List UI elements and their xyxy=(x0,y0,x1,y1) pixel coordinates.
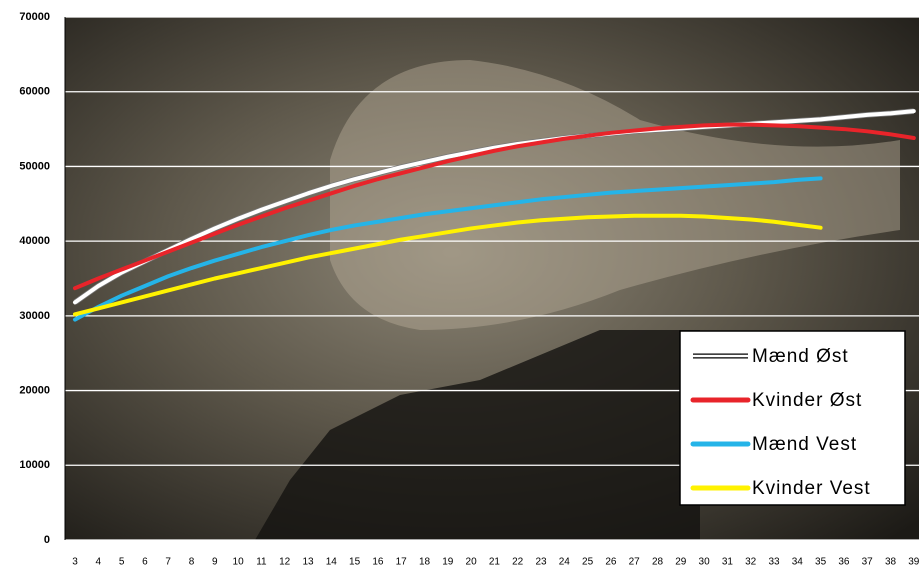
x-tick-label: 16 xyxy=(372,557,384,568)
x-tick-label: 5 xyxy=(119,557,125,568)
x-tick-label: 14 xyxy=(326,557,338,568)
background-shape xyxy=(255,330,700,540)
x-tick-label: 25 xyxy=(582,557,594,568)
x-tick-label: 36 xyxy=(838,557,850,568)
x-tick-label: 19 xyxy=(442,557,454,568)
legend-label: Mænd Vest xyxy=(752,434,857,455)
x-tick-label: 7 xyxy=(165,557,171,568)
x-tick-label: 38 xyxy=(885,557,897,568)
x-tick-label: 18 xyxy=(419,557,431,568)
x-tick-label: 39 xyxy=(908,557,919,568)
x-tick-label: 8 xyxy=(189,557,195,568)
x-tick-label: 30 xyxy=(699,557,711,568)
y-tick-label: 70000 xyxy=(19,11,50,23)
x-tick-label: 28 xyxy=(652,557,664,568)
x-tick-label: 35 xyxy=(815,557,827,568)
x-tick-label: 3 xyxy=(72,557,78,568)
x-tick-label: 11 xyxy=(256,557,267,568)
y-tick-label: 40000 xyxy=(19,235,50,247)
legend-label: Mænd Øst xyxy=(752,346,849,367)
x-tick-label: 37 xyxy=(862,557,874,568)
x-tick-label: 15 xyxy=(349,557,361,568)
x-tick-label: 29 xyxy=(675,557,687,568)
x-tick-label: 9 xyxy=(212,557,218,568)
line xyxy=(73,109,916,305)
y-tick-label: 10000 xyxy=(19,459,50,471)
x-tick-label: 27 xyxy=(629,557,641,568)
x-tick-label: 31 xyxy=(722,557,734,568)
legend-box xyxy=(679,330,906,506)
x-tick-label: 10 xyxy=(233,557,245,568)
y-tick-label: 30000 xyxy=(19,310,50,322)
line xyxy=(73,122,916,291)
x-tick-label: 20 xyxy=(466,557,478,568)
x-tick-label: 6 xyxy=(142,557,148,568)
x-tick-label: 13 xyxy=(302,557,314,568)
y-tick-label: 0 xyxy=(44,534,50,546)
x-tick-label: 23 xyxy=(535,557,547,568)
legend: Mænd Øst Kvinder Øst Mænd Vest Kvinder Vest xyxy=(679,330,906,506)
line xyxy=(73,176,823,322)
legend-label: Kvinder Øst xyxy=(752,390,862,411)
x-tick-label: 34 xyxy=(792,557,804,568)
y-tick-label: 50000 xyxy=(19,160,50,172)
x-tick-label: 22 xyxy=(512,557,524,568)
background-shape xyxy=(330,60,900,330)
y-tick-label: 20000 xyxy=(19,384,50,396)
line xyxy=(73,213,823,317)
x-tick-label: 4 xyxy=(96,557,102,568)
x-tick-label: 32 xyxy=(745,557,757,568)
x-tick-label: 12 xyxy=(279,557,291,568)
x-tick-label: 17 xyxy=(396,557,408,568)
x-tick-label: 26 xyxy=(605,557,617,568)
y-tick-label: 60000 xyxy=(19,86,50,98)
x-tick-label: 33 xyxy=(768,557,780,568)
x-tick-label: 21 xyxy=(489,557,501,568)
x-tick-label: 24 xyxy=(559,557,571,568)
legend-label: Kvinder Vest xyxy=(752,478,871,499)
